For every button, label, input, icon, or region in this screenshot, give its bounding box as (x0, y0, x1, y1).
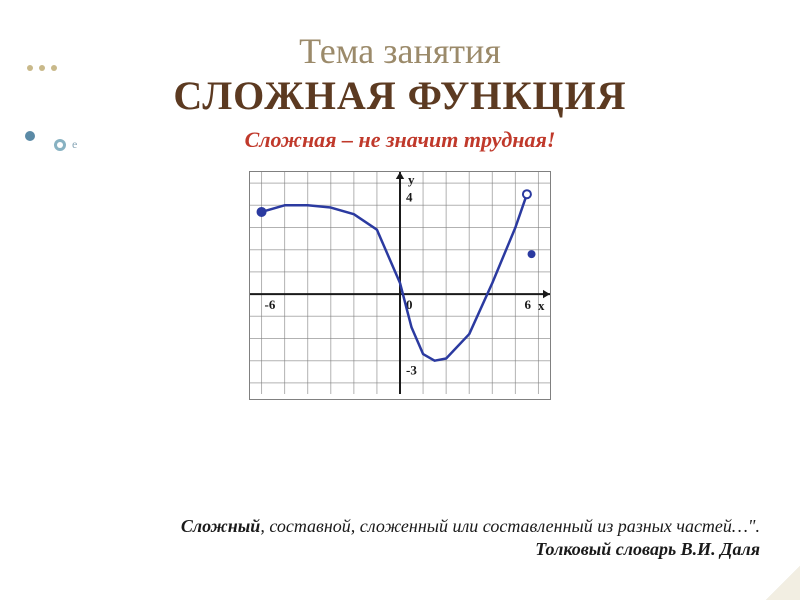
decoration-dot (51, 65, 57, 71)
lesson-subtitle: Тема занятия (40, 30, 760, 72)
function-graph: yx0-664-3 (250, 172, 550, 394)
tagline: Сложная – не значит трудная! (40, 127, 760, 153)
decoration-dot (25, 131, 35, 141)
chart-frame: yx0-664-3 (249, 171, 551, 400)
svg-text:4: 4 (406, 189, 413, 204)
chart-container: yx0-664-3 (40, 171, 760, 400)
title-block: Тема занятия СЛОЖНАЯ ФУНКЦИЯ (40, 30, 760, 119)
lesson-title: СЛОЖНАЯ ФУНКЦИЯ (40, 72, 760, 119)
svg-text:-3: -3 (406, 363, 417, 378)
decoration-dot (27, 65, 33, 71)
quote-bold-word: Сложный (181, 516, 260, 536)
page-corner-fold-icon (766, 566, 800, 600)
slide: e Тема занятия СЛОЖНАЯ ФУНКЦИЯ Сложная –… (0, 0, 800, 600)
quote-author: Толковый словарь В.И. Даля (40, 539, 760, 560)
definition-quote: Сложный, составной, сложенный или состав… (40, 516, 760, 560)
decoration-dot (57, 142, 63, 148)
decoration-dot (39, 65, 45, 71)
svg-text:-6: -6 (265, 297, 276, 312)
svg-text:6: 6 (524, 297, 531, 312)
quote-rest: , составной, сложенный или составленный … (260, 516, 760, 536)
quote-text: Сложный, составной, сложенный или состав… (40, 516, 760, 537)
svg-text:y: y (408, 172, 415, 187)
svg-text:x: x (538, 298, 545, 313)
deco-label-e: e (72, 137, 77, 152)
